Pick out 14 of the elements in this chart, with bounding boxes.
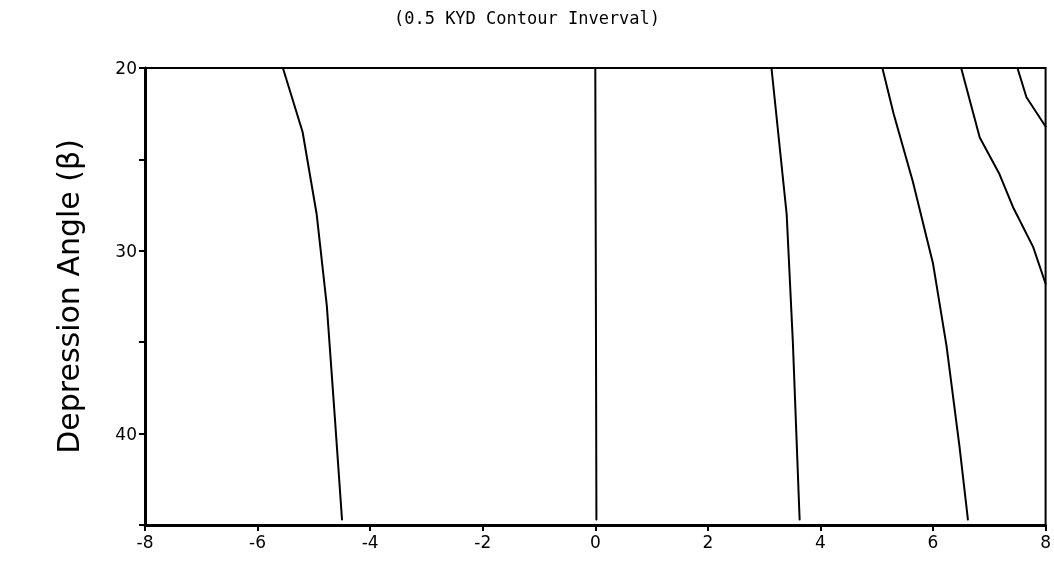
- y-axis-title: Depression Angle (β): [50, 139, 86, 454]
- y-tick-label: 30: [115, 240, 137, 261]
- x-tick-label: 6: [927, 531, 939, 552]
- x-tick-label: -4: [361, 531, 379, 552]
- y-tick-label: 40: [115, 423, 137, 444]
- x-tick-label: 4: [815, 531, 826, 552]
- x-tick-label: 2: [702, 531, 714, 552]
- y-tick-label: 20: [115, 58, 137, 78]
- x-tick-label: 8: [1040, 531, 1052, 552]
- x-tick-label: -6: [249, 531, 267, 552]
- x-tick-label: -2: [474, 531, 492, 552]
- x-tick-label: -8: [136, 531, 154, 552]
- x-tick-label: 0: [589, 531, 601, 552]
- chart-title: (0.5 KYD Contour Inverval): [393, 7, 661, 28]
